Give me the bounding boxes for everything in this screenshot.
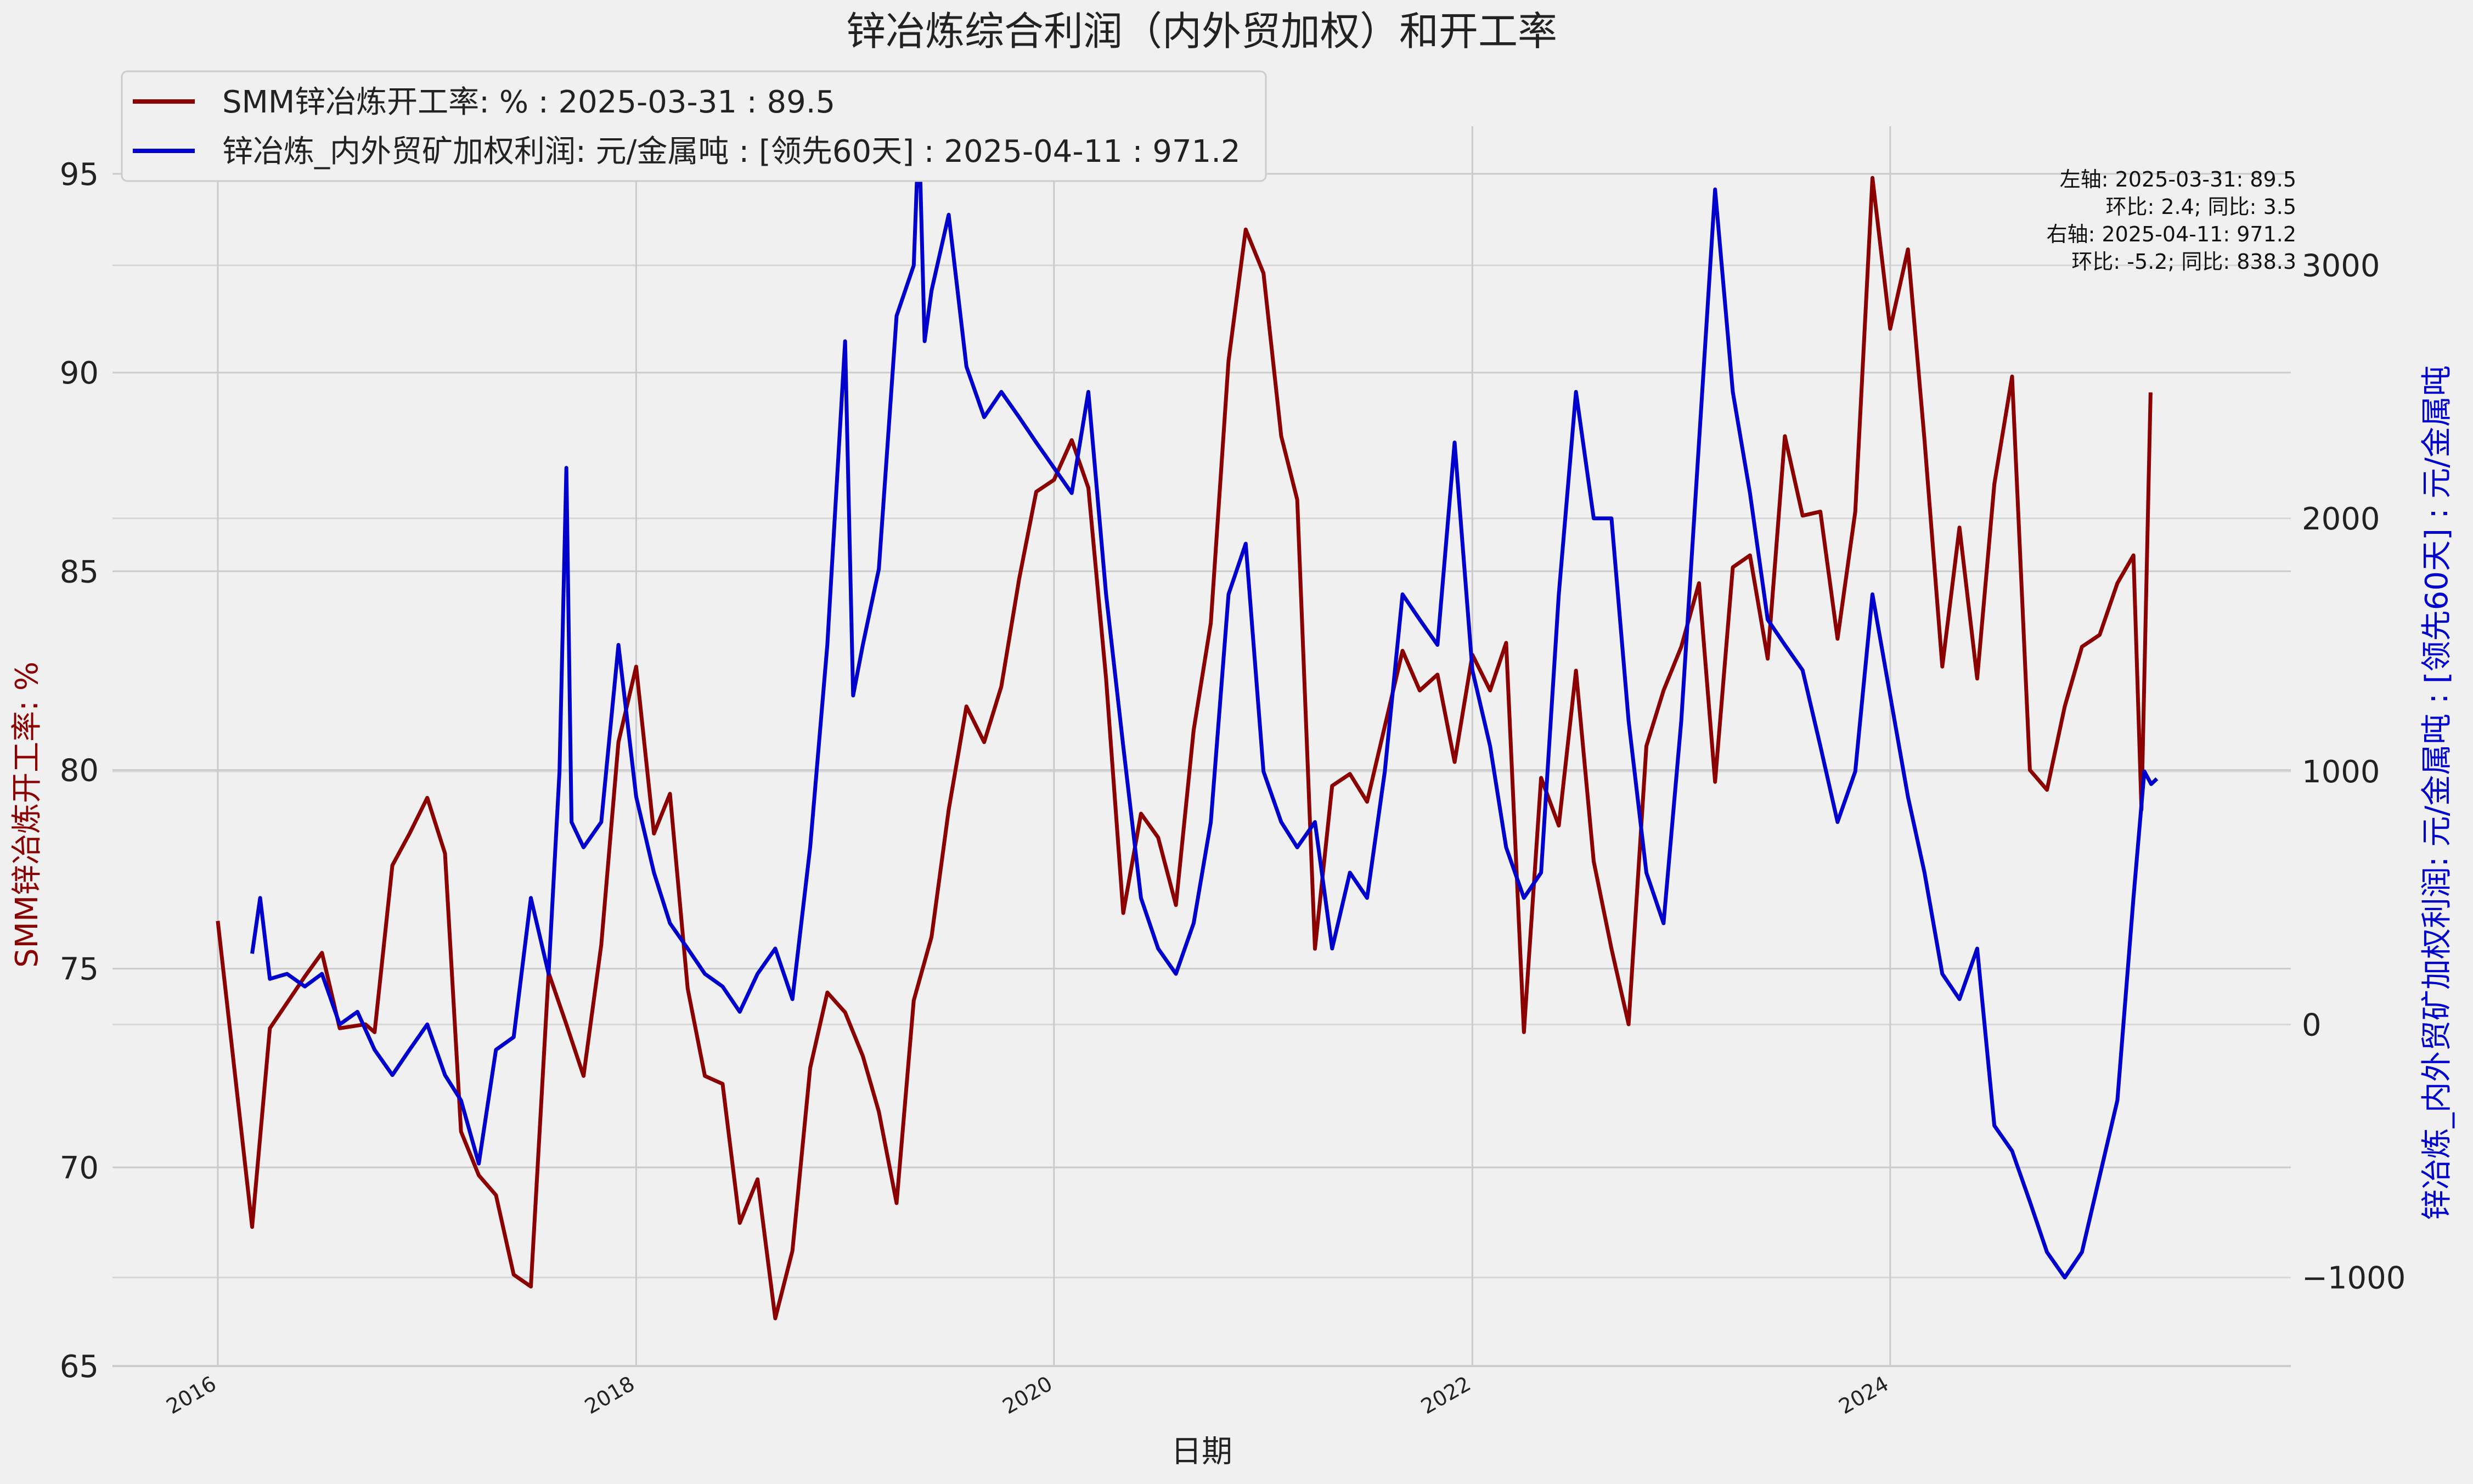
left-tick-label: 80 [60,753,99,788]
left-tick-label: 95 [60,157,99,193]
right-tick-label: 3000 [2302,249,2380,284]
annotation-line-left-change: 环比: 2.4; 同比: 3.5 [2105,195,2296,219]
left-axis-label: SMM锌冶炼开工率: % [9,662,45,968]
chart-title: 锌冶炼综合利润（内外贸加权）和开工率 [846,8,1557,54]
annotation-line-right-change: 环比: -5.2; 同比: 838.3 [2071,250,2296,274]
annotation-line-left: 左轴: 2025-03-31: 89.5 [2060,167,2296,191]
left-tick-label: 90 [60,356,99,391]
right-tick-label: 0 [2302,1007,2322,1043]
legend-label-utilization: SMM锌冶炼开工率: % : 2025-03-31 : 89.5 [222,84,835,120]
stats-annotation: 左轴: 2025-03-31: 89.5 环比: 2.4; 同比: 3.5 右轴… [2047,167,2296,274]
right-tick-label: 1000 [2302,754,2380,790]
legend-label-profit: 锌冶炼_内外贸矿加权利润: 元/金属吨 : [领先60天] : 2025-04-… [222,134,1241,170]
legend: SMM锌冶炼开工率: % : 2025-03-31 : 89.5 锌冶炼_内外贸… [121,70,1267,182]
left-tick-label: 75 [60,952,99,988]
x-axis-label: 日期 [1171,1434,1232,1470]
annotation-line-right: 右轴: 2025-04-11: 971.2 [2047,222,2296,246]
series-line-profit [250,124,2159,1280]
left-tick-label: 70 [60,1150,99,1186]
grid-layer [112,126,2291,1367]
right-tick-label: 2000 [2302,501,2380,537]
right-axis-label: 锌冶炼_内外贸矿加权利润: 元/金属吨 : [领先60天] : 元/金属吨 [2419,365,2455,1220]
left-tick-label: 65 [60,1349,99,1385]
left-tick-label: 85 [60,554,99,590]
right-tick-label: −1000 [2302,1261,2406,1296]
legend-box [121,70,1267,182]
